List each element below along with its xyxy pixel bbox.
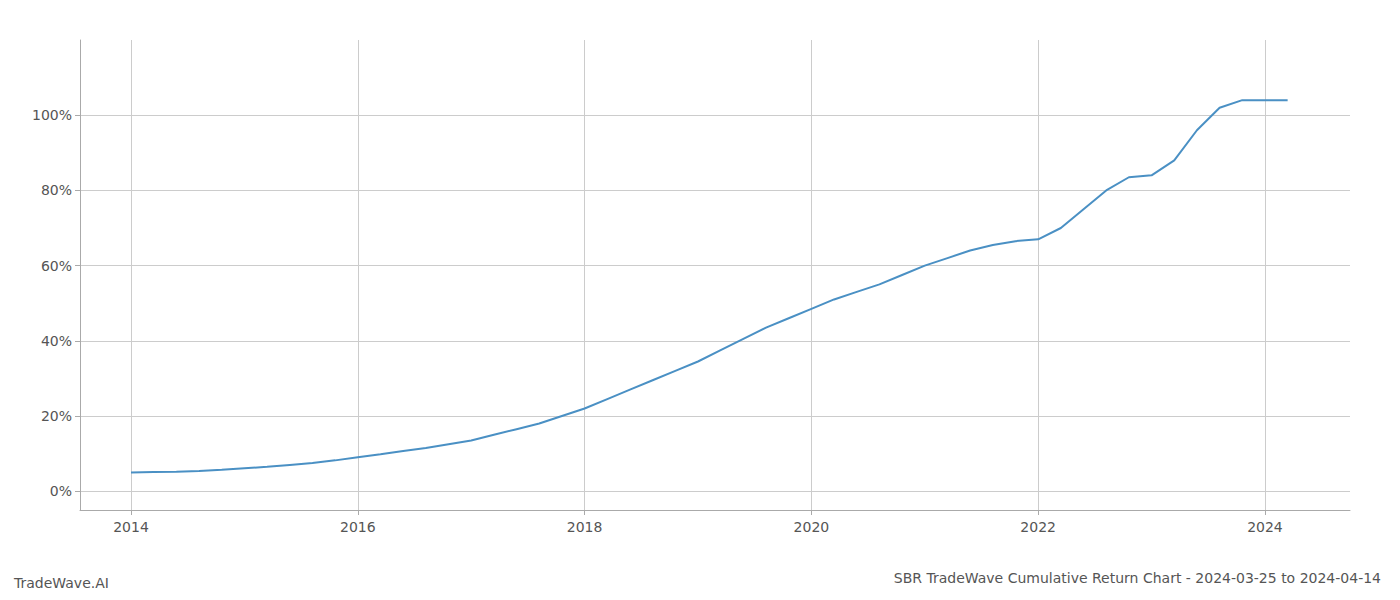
svg-text:2024: 2024 bbox=[1247, 519, 1283, 535]
svg-text:2018: 2018 bbox=[567, 519, 603, 535]
svg-text:2020: 2020 bbox=[794, 519, 830, 535]
svg-text:80%: 80% bbox=[41, 182, 72, 198]
svg-text:SBR TradeWave Cumulative Retur: SBR TradeWave Cumulative Return Chart - … bbox=[894, 570, 1381, 586]
svg-text:2022: 2022 bbox=[1020, 519, 1056, 535]
svg-text:60%: 60% bbox=[41, 258, 72, 274]
svg-text:2014: 2014 bbox=[113, 519, 149, 535]
svg-text:20%: 20% bbox=[41, 408, 72, 424]
svg-text:0%: 0% bbox=[50, 483, 72, 499]
svg-text:40%: 40% bbox=[41, 333, 72, 349]
svg-text:100%: 100% bbox=[32, 107, 72, 123]
svg-text:TradeWave.AI: TradeWave.AI bbox=[13, 575, 109, 591]
svg-text:2016: 2016 bbox=[340, 519, 376, 535]
